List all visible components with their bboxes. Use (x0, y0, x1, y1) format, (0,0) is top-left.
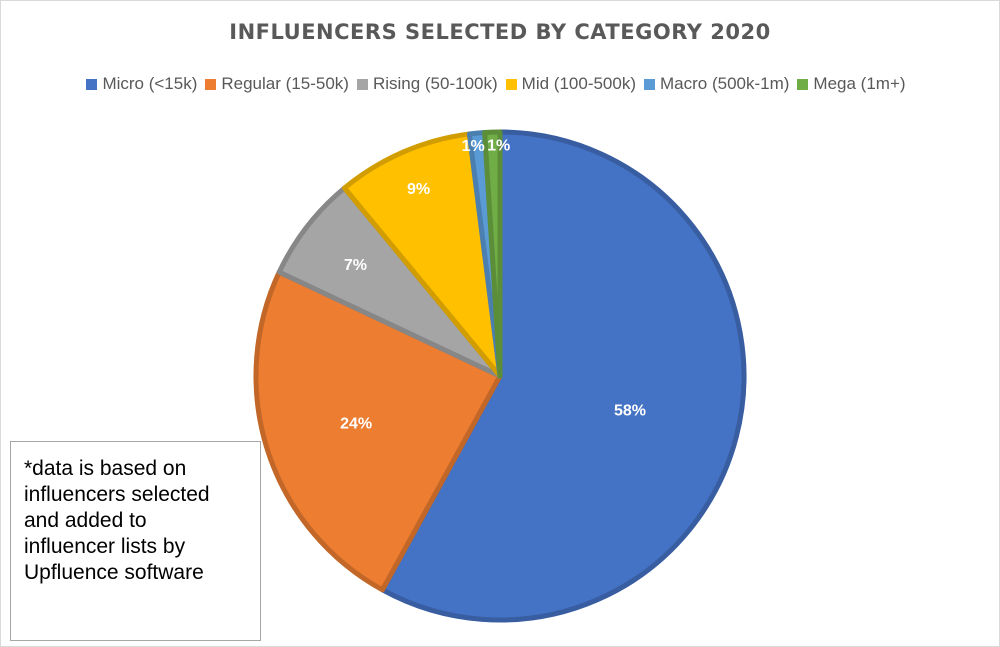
legend-item-macro: Macro (500k-1m) (644, 74, 789, 94)
legend-swatch-micro (86, 78, 98, 90)
data-label-2: 7% (344, 257, 367, 274)
pie-slice-0 (379, 129, 747, 623)
legend-label-micro: Micro (<15k) (102, 74, 198, 93)
pie-slice-1 (253, 269, 503, 593)
data-label-5: 1% (487, 137, 510, 154)
legend-swatch-regular (205, 78, 217, 90)
legend-swatch-mid (505, 78, 517, 90)
legend-swatch-rising (356, 78, 368, 90)
note-line: *data is based on (24, 457, 187, 480)
legend-swatch-mega (797, 78, 809, 90)
legend-swatch-macro (644, 78, 655, 90)
legend-item-rising: Rising (50-100k) (356, 74, 498, 94)
note-line: influencer lists by (24, 535, 186, 558)
legend-label-rising: Rising (50-100k) (372, 74, 498, 93)
legend-item-mega: Mega (1m+) (797, 74, 906, 94)
pie-slice-5 (482, 129, 503, 379)
data-label-0: 58% (614, 402, 646, 419)
data-label-4: 1% (462, 138, 485, 155)
note-box: *data is based on influencers selected a… (10, 441, 261, 641)
data-label-3: 9% (407, 181, 430, 198)
note-line: influencers selected (24, 483, 210, 506)
pie-data-labels: 58% 24% 7% 9% 1% 1% (340, 137, 646, 432)
legend-label-mid: Mid (100-500k) (521, 74, 636, 93)
note-line: Upfluence software (24, 561, 204, 584)
chart-title: INFLUENCERS SELECTED BY CATEGORY 2020 (229, 20, 771, 44)
legend-item-regular: Regular (15-50k) (205, 74, 349, 94)
data-label-1: 24% (340, 416, 372, 433)
legend-label-regular: Regular (15-50k) (221, 74, 349, 93)
legend-label-macro: Macro (500k-1m) (660, 74, 790, 93)
legend: Micro (<15k) Regular (15-50k) Rising (50… (0, 74, 1000, 94)
pie-slice-3 (341, 131, 503, 379)
legend-item-mid: Mid (100-500k) (505, 74, 636, 94)
note-line: and added to (24, 509, 147, 532)
legend-label-mega: Mega (1m+) (813, 74, 906, 93)
legend-item-micro: Micro (<15k) (86, 74, 197, 94)
pie-slices (253, 129, 747, 623)
